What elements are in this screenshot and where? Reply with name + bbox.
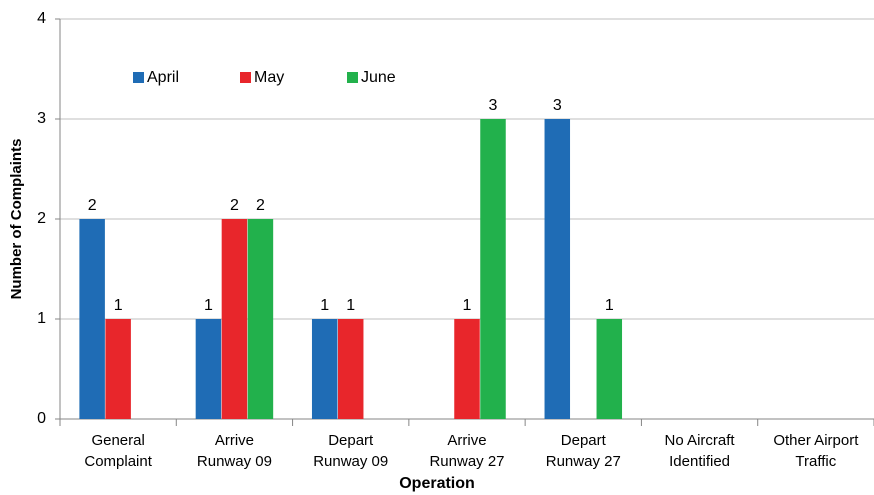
bar	[544, 119, 571, 419]
legend-swatch	[133, 72, 144, 83]
data-label: 1	[346, 297, 355, 314]
x-tick-label: Arrive Runway 27	[429, 432, 504, 470]
data-label: 1	[320, 297, 329, 314]
bar	[454, 319, 480, 419]
bar	[337, 319, 364, 419]
x-axis-title: Operation	[399, 475, 475, 492]
y-tick-label: 1	[37, 310, 46, 327]
legend-swatch	[347, 72, 358, 83]
x-tick-label: General Complaint	[84, 432, 152, 470]
y-tick-label: 3	[37, 110, 46, 127]
x-tick-label: Arrive Runway 09	[197, 432, 272, 470]
legend-label: May	[254, 69, 284, 86]
x-tick-label: No Aircraft Identified	[665, 432, 736, 470]
bar	[311, 319, 338, 419]
data-label: 1	[463, 297, 472, 314]
data-label: 2	[256, 197, 265, 214]
bar	[79, 219, 105, 419]
data-label: 1	[204, 297, 213, 314]
bar	[195, 319, 222, 419]
x-tick-label: Depart Runway 27	[546, 432, 621, 470]
legend-label: June	[361, 69, 396, 86]
x-tick-label: Depart Runway 09	[313, 432, 388, 470]
data-label: 2	[88, 197, 97, 214]
legend-label: April	[147, 69, 179, 86]
data-label: 1	[605, 297, 614, 314]
bar	[221, 219, 248, 419]
bar	[596, 319, 623, 419]
data-label: 3	[489, 97, 498, 114]
y-tick-label: 0	[37, 410, 46, 427]
data-label: 2	[230, 197, 239, 214]
data-label: 3	[553, 97, 562, 114]
y-tick-label: 2	[37, 210, 46, 227]
legend-swatch	[240, 72, 251, 83]
bar	[247, 219, 274, 419]
y-axis-title: Number of Complaints	[8, 139, 25, 300]
bar	[105, 319, 131, 419]
y-tick-label: 4	[37, 10, 46, 27]
bar	[480, 119, 506, 419]
x-tick-label: Other Airport Traffic	[773, 432, 859, 470]
data-label: 1	[114, 297, 123, 314]
